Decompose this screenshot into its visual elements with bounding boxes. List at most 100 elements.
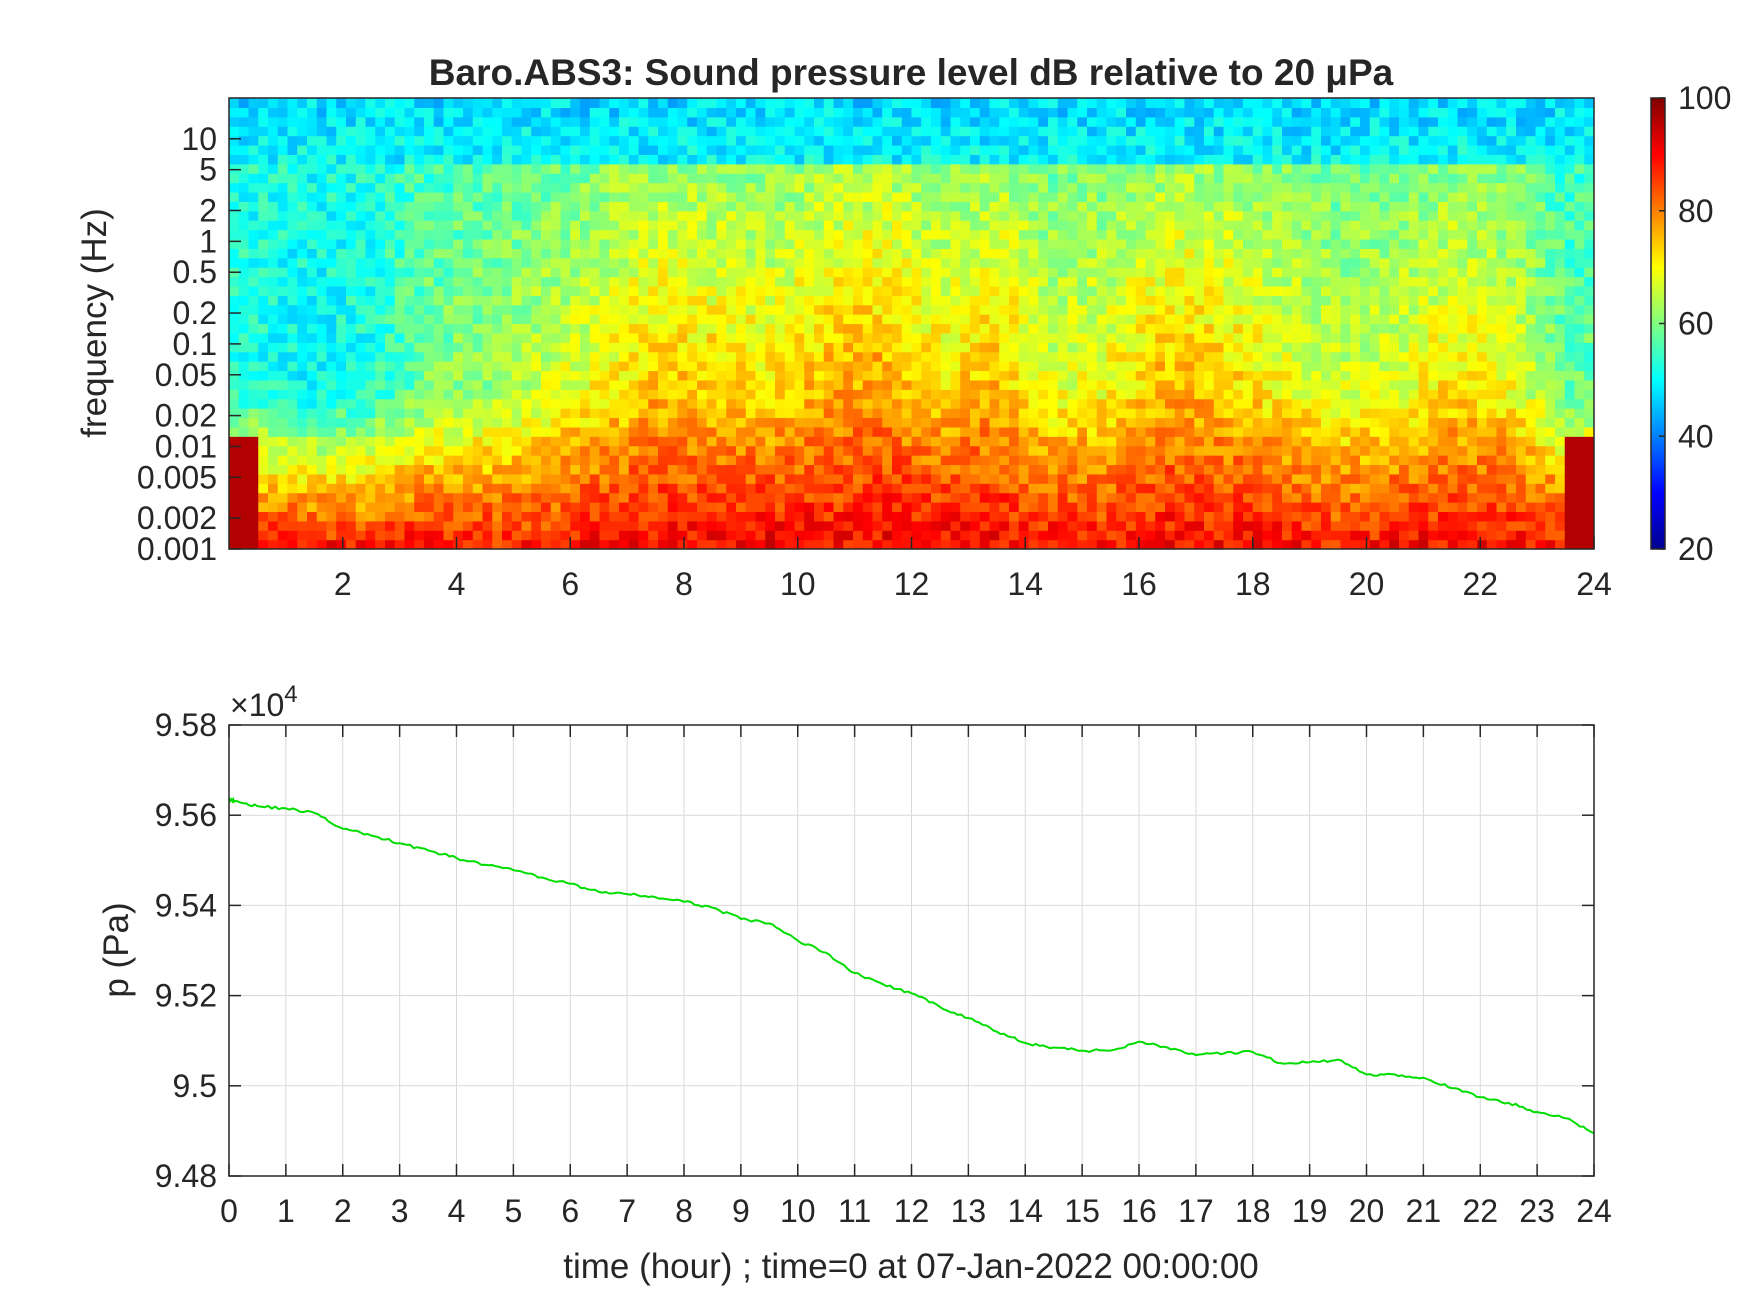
spectrogram-cell — [560, 116, 571, 127]
spectrogram-cell — [960, 351, 971, 362]
spectrogram-cell — [1096, 238, 1108, 249]
spectrogram-cell — [658, 238, 669, 249]
spectrogram-cell — [989, 107, 1000, 118]
spectrogram-cell — [667, 520, 679, 531]
spectrogram-cell — [482, 229, 493, 240]
spectrogram-cell — [1223, 163, 1234, 174]
spectrogram-cell — [355, 464, 367, 475]
spectrogram-cell — [1087, 135, 1098, 146]
spectrogram-cell — [1243, 539, 1254, 549]
spectrogram-cell — [862, 191, 874, 202]
spectrogram-cell — [1018, 163, 1030, 174]
spectrogram-cell — [979, 173, 991, 184]
spectrogram-cell — [394, 144, 406, 155]
spectrogram-cell — [346, 220, 357, 231]
spectrogram-cell — [667, 191, 679, 202]
spectrogram-cell — [1096, 126, 1108, 137]
spectrogram-cell — [1028, 238, 1039, 249]
spectrogram-cell — [1028, 351, 1039, 362]
spectrogram-cell — [1165, 351, 1176, 362]
spectrogram-cell — [872, 295, 883, 306]
spectrogram-cell — [511, 238, 523, 249]
spectrogram-cell — [1233, 511, 1244, 522]
spectrogram-cell — [745, 276, 757, 287]
spectrogram-cell — [433, 135, 445, 146]
spectrogram-cell — [901, 332, 913, 343]
spectrogram-cell — [726, 379, 737, 390]
spectrogram-cell — [1184, 210, 1195, 221]
spectrogram-cell — [804, 126, 815, 137]
spectrogram-cell — [950, 144, 961, 155]
spectrogram-cell — [433, 304, 445, 315]
spectrogram-cell — [1018, 370, 1030, 381]
spectrogram-cell — [307, 220, 318, 231]
spectrogram-cell — [502, 342, 513, 353]
spectrogram-cell — [375, 539, 386, 549]
spectrogram-cell — [521, 389, 532, 400]
spectrogram-cell — [901, 426, 913, 437]
spectrogram-cell — [1223, 304, 1234, 315]
spectrogram-cell — [424, 304, 435, 315]
spectrogram-cell — [248, 483, 259, 494]
spectrogram-cell — [492, 483, 503, 494]
spectrogram-cell — [570, 323, 581, 334]
spectrogram-cell — [521, 116, 532, 127]
spectrogram-cell — [1067, 398, 1078, 409]
spectrogram-cell — [853, 107, 864, 118]
spectrogram-cell — [619, 98, 630, 108]
spectrogram-cell — [492, 408, 503, 419]
spectrogram-cell — [970, 370, 981, 381]
spectrogram-cell — [1116, 135, 1127, 146]
spectrogram-cell — [1135, 332, 1147, 343]
spectrogram-cell — [550, 257, 562, 268]
spectrogram-cell — [580, 530, 591, 541]
spectrogram-cell — [755, 483, 766, 494]
spectrogram-cell — [892, 473, 903, 484]
spectrogram-cell — [619, 351, 630, 362]
spectrogram-cell — [833, 314, 844, 325]
spectrogram-cell — [901, 492, 913, 503]
spectrogram-cell — [648, 455, 659, 466]
spectrogram-cell — [814, 276, 825, 287]
spectrogram-cell — [511, 436, 523, 447]
spectrogram-cell — [677, 295, 688, 306]
spectrogram-cell — [336, 492, 347, 503]
spectrogram-cell — [1126, 473, 1137, 484]
spectrogram-cell — [238, 473, 250, 484]
spectrogram-cell — [619, 210, 630, 221]
spectrogram-cell — [472, 398, 484, 409]
spectrogram-cell — [463, 220, 474, 231]
spectrogram-cell — [736, 144, 747, 155]
spectrogram-cell — [794, 107, 805, 118]
spectrogram-cell — [375, 492, 386, 503]
spectrogram-cell — [316, 530, 328, 541]
spectrogram-cell — [804, 332, 815, 343]
spectrogram-cell — [404, 98, 415, 108]
spectrogram-cell — [609, 285, 620, 296]
spectrogram-cell — [1223, 417, 1234, 428]
spectrogram-cell — [297, 135, 308, 146]
spectrogram-cell — [472, 135, 484, 146]
spectrogram-cell — [238, 314, 250, 325]
spectrogram-cell — [677, 370, 688, 381]
spectrogram-cell — [443, 248, 454, 259]
spectrogram-cell — [463, 314, 474, 325]
spectrogram-cell — [502, 502, 513, 513]
spectrogram-cell — [268, 502, 279, 513]
spectrogram-cell — [1233, 210, 1244, 221]
spectrogram-cell — [414, 511, 425, 522]
spectrogram-cell — [550, 530, 562, 541]
spectrogram-cell — [258, 398, 269, 409]
spectrogram-cell — [1213, 154, 1225, 165]
spectrogram-cell — [482, 436, 493, 447]
spectrogram-cell — [1233, 398, 1244, 409]
spectrogram-cell — [248, 267, 259, 278]
spectrogram-cell — [687, 173, 698, 184]
spectrogram-cell — [355, 267, 367, 278]
spectrogram-cell — [433, 398, 445, 409]
spectrogram-cell — [745, 163, 757, 174]
spectrogram-cell — [1165, 182, 1176, 193]
spectrogram-cell — [1194, 201, 1205, 212]
spectrogram-cell — [570, 332, 581, 343]
spectrogram-cell — [921, 154, 932, 165]
